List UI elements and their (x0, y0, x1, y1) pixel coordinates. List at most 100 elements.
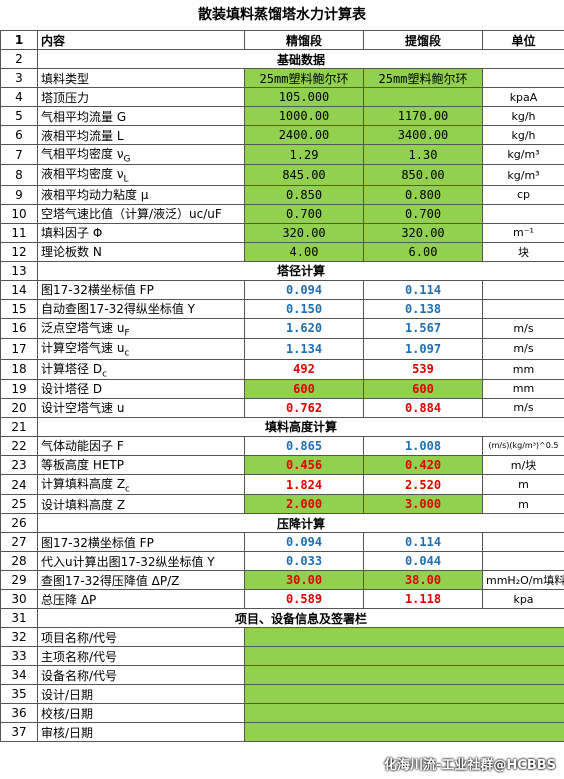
table-row: 4 塔顶压力 105.000 kpaA (0, 87, 564, 107)
label-text: 图17-32横坐标值 FP (41, 535, 154, 550)
value-cell: 320.00 (244, 222, 364, 243)
table-row: 13 塔径计算 (0, 260, 564, 281)
table-row: 22 气体动能因子 F 0.865 1.008 (m/s)(kg/m³)^0.5 (0, 435, 564, 456)
row-label: 主项名称/代号 (37, 646, 245, 667)
table-row: 10 空塔气速比值（计算/液泛）uc/uF 0.700 0.700 (0, 203, 564, 224)
unit-cell: kg/h (482, 125, 564, 145)
label-text: 设计/日期 (41, 687, 94, 702)
row-number: 34 (0, 665, 38, 686)
row-number: 13 (0, 260, 38, 281)
unit-cell: kpa (482, 589, 564, 610)
table-row: 37 审核/日期 (0, 722, 564, 743)
value-cell: 845.00 (244, 164, 364, 186)
column-header: 提馏段 (363, 30, 483, 50)
row-number: 16 (0, 317, 38, 340)
table-row: 26 压降计算 (0, 513, 564, 534)
table-row: 16 泛点空塔气速 uF 1.620 1.567 m/s (0, 317, 564, 340)
table-row: 35 设计/日期 (0, 684, 564, 705)
header-row: 1 内容 精馏段 提馏段 单位 (0, 30, 564, 50)
row-label: 液相平均密度 νL (37, 164, 245, 186)
unit-cell: m/s (482, 397, 564, 418)
row-label: 设备名称/代号 (37, 665, 245, 686)
row-label: 设计空塔气速 u (37, 397, 245, 418)
unit-cell (482, 279, 564, 300)
row-label: 审核/日期 (37, 722, 245, 743)
table-row: 17 计算空塔气速 uc 1.134 1.097 m/s (0, 338, 564, 360)
label-text: 气体动能因子 F (41, 439, 124, 454)
unit-cell (482, 532, 564, 553)
value-cell: 1.824 (244, 473, 364, 496)
value-cell: 0.700 (363, 203, 483, 224)
row-number: 2 (0, 49, 38, 69)
row-label: 气体动能因子 F (37, 435, 245, 456)
value-cell: 0.150 (244, 298, 364, 319)
info-cell (244, 684, 564, 705)
label-text: 图17-32横坐标值 FP (41, 283, 154, 298)
value-cell: 0.700 (244, 203, 364, 224)
table-row: 2 基础数据 (0, 49, 564, 69)
label-subscript: F (124, 328, 130, 339)
row-label: 项目名称/代号 (37, 627, 245, 648)
row-number: 35 (0, 684, 38, 705)
column-header: 内容 (37, 30, 245, 50)
value-cell: 2.000 (244, 494, 364, 515)
label-text: 计算填料高度 Z (41, 476, 126, 491)
table-row: 30 总压降 ΔP 0.589 1.118 kpa (0, 589, 564, 610)
table-row: 25 设计填料高度 Z 2.000 3.000 m (0, 494, 564, 515)
row-label: 理论板数 N (37, 241, 245, 262)
table-row: 3 填料类型 25mm塑料鲍尔环 25mm塑料鲍尔环 (0, 68, 564, 88)
row-number: 32 (0, 627, 38, 648)
value-cell: 492 (244, 358, 364, 380)
section-header: 填料高度计算 (37, 416, 564, 437)
row-number: 12 (0, 241, 38, 262)
value-cell: 0.138 (363, 298, 483, 319)
row-number: 11 (0, 222, 38, 243)
row-number: 23 (0, 454, 38, 475)
row-number: 31 (0, 608, 38, 629)
unit-cell: m/s (482, 338, 564, 360)
info-cell (244, 703, 564, 724)
watermark: 化海川流-工业社群@HCBBS (384, 758, 556, 773)
unit-cell: (m/s)(kg/m³)^0.5 (482, 435, 564, 456)
label-text: 自动查图17-32得纵坐标值 Y (41, 302, 196, 317)
value-cell: 0.800 (363, 184, 483, 205)
column-header: 精馏段 (244, 30, 364, 50)
unit-cell: m/s (482, 317, 564, 340)
value-cell: 2.520 (363, 473, 483, 496)
unit-cell (482, 203, 564, 224)
row-label: 气相平均密度 νG (37, 143, 245, 166)
table-row: 32 项目名称/代号 (0, 627, 564, 648)
label-subscript: c (102, 368, 108, 379)
row-label: 计算空塔气速 uc (37, 338, 245, 360)
table-row: 9 液相平均动力粘度 μ 0.850 0.800 cp (0, 184, 564, 205)
section-header: 基础数据 (37, 49, 564, 69)
value-cell (363, 87, 483, 107)
section-header: 压降计算 (37, 513, 564, 534)
row-number: 28 (0, 551, 38, 572)
label-text: 校核/日期 (41, 706, 94, 721)
value-cell: 1.134 (244, 338, 364, 360)
section-header: 塔径计算 (37, 260, 564, 281)
row-label: 校核/日期 (37, 703, 245, 724)
row-label: 设计/日期 (37, 684, 245, 705)
row-number: 3 (0, 68, 38, 88)
value-cell: 0.865 (244, 435, 364, 456)
value-cell: 1170.00 (363, 106, 483, 126)
row-number: 4 (0, 87, 38, 107)
row-number: 27 (0, 532, 38, 553)
value-cell: 0.033 (244, 551, 364, 572)
row-number: 21 (0, 416, 38, 437)
value-cell: 38.00 (363, 570, 483, 591)
label-text: 液相平均密度 ν (41, 167, 124, 182)
value-cell: 1000.00 (244, 106, 364, 126)
row-number: 25 (0, 494, 38, 515)
label-text: 填料类型 (41, 71, 90, 86)
value-cell: 850.00 (363, 164, 483, 186)
value-cell: 0.589 (244, 589, 364, 610)
row-label: 填料类型 (37, 68, 245, 88)
table-row: 5 气相平均流量 G 1000.00 1170.00 kg/h (0, 106, 564, 126)
label-text: 设计填料高度 Z (41, 497, 126, 512)
row-number: 20 (0, 397, 38, 418)
row-label: 设计填料高度 Z (37, 494, 245, 515)
value-cell: 25mm塑料鲍尔环 (363, 68, 483, 88)
